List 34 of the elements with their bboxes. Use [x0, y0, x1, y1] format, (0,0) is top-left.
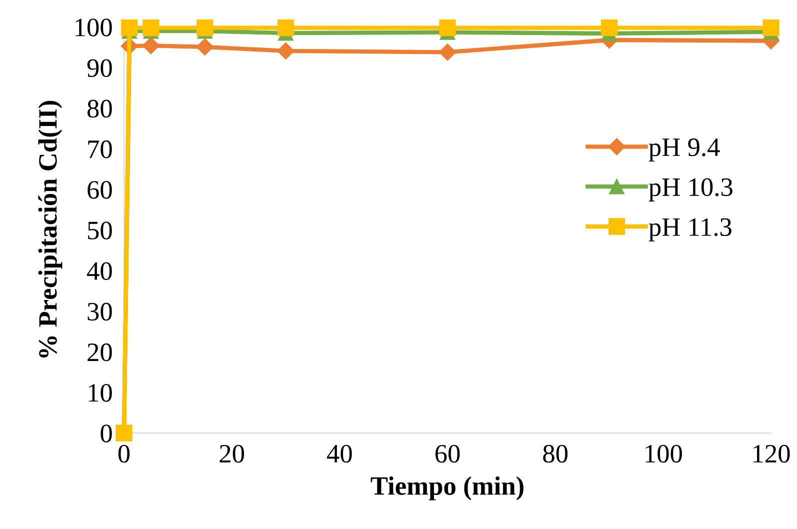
y-tick-label: 90 — [87, 59, 112, 78]
point — [762, 19, 780, 36]
point — [142, 19, 160, 36]
legend-label: pH 9.4 — [648, 138, 720, 162]
y-tick-label: 100 — [76, 18, 112, 36]
point — [196, 38, 214, 56]
y-axis-title: % Precipitación Cd(II) — [38, 100, 62, 358]
y-tick-label: 70 — [88, 140, 112, 158]
y-tick-label: 40 — [87, 262, 112, 280]
point — [142, 37, 160, 54]
legend-label: pH 10.3 — [648, 178, 732, 202]
legend-label: pH 11.3 — [648, 218, 732, 242]
point — [600, 19, 618, 36]
y-tick-label: 20 — [88, 343, 112, 362]
y-tick-label: 30 — [88, 302, 112, 321]
y-tick-label: 50 — [88, 222, 112, 240]
point — [438, 44, 456, 61]
x-tick-label: 80 — [543, 444, 568, 463]
x-axis-title: Tiempo (min) — [370, 476, 524, 500]
point — [277, 42, 294, 60]
x-tick-label: 120 — [754, 444, 790, 463]
point — [277, 19, 294, 36]
y-tick-label: 10 — [88, 384, 112, 402]
point — [439, 19, 456, 36]
point — [196, 19, 214, 36]
x-tick-label: 0 — [118, 444, 130, 463]
y-tick-label: 80 — [88, 100, 112, 118]
x-tick-label: 20 — [220, 444, 244, 463]
x-tick-label: 100 — [646, 444, 682, 463]
x-tick-label: 60 — [435, 444, 460, 463]
point — [121, 19, 138, 36]
y-tick-label: 60 — [88, 181, 112, 199]
x-tick-label: 40 — [326, 444, 352, 463]
y-tick-label: 0 — [100, 424, 112, 442]
